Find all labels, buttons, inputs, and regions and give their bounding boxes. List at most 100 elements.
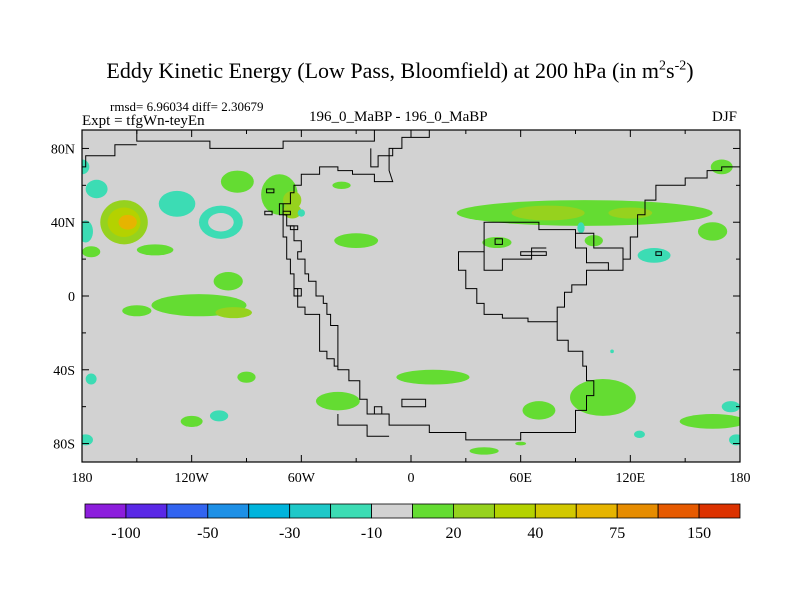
field-patch-33 [396, 369, 470, 385]
title-exponent-1: 2 [659, 58, 666, 74]
field-patch-6 [85, 179, 108, 199]
coastline-0 [136, 130, 375, 149]
field-patch-28 [482, 236, 512, 249]
field-patch-20 [215, 307, 252, 319]
colorbar-box-0 [84, 503, 127, 519]
comparison-label: 196_0_MaBP - 196_0_MaBP [309, 109, 488, 125]
title-exponent-2: -2 [674, 58, 687, 74]
island-outline-1 [264, 210, 273, 216]
coastline-5 [556, 269, 609, 322]
y-tick-label-0: 80N [51, 142, 75, 157]
field-patch-15 [334, 233, 379, 249]
field-patch-14 [297, 209, 305, 217]
colorbar-box-2 [166, 503, 209, 519]
field-patch-8 [82, 246, 101, 258]
field-patch-22 [85, 373, 97, 385]
colorbar-label-3: -10 [361, 525, 382, 542]
x-tick-label-4: 60E [509, 471, 532, 486]
field-patch-9 [136, 244, 174, 256]
colorbar-box-12 [575, 503, 618, 519]
x-tick-label-6: 180 [730, 471, 751, 486]
field-patch-46 [610, 349, 614, 354]
field-patch-24 [511, 205, 585, 221]
field-layer [82, 159, 740, 455]
coastline-2 [82, 144, 137, 168]
y-tick-label-3: 40S [53, 364, 75, 379]
experiment-label: Expt = tfgWn-teyEn [82, 113, 205, 129]
island-outline-0 [266, 188, 275, 194]
y-tick-label-2: 0 [68, 290, 75, 305]
title-unit-s: s [666, 58, 675, 83]
coastline-8 [483, 247, 547, 271]
colorbar-box-1 [125, 503, 168, 519]
colorbar-box-6 [330, 503, 372, 519]
island-outline-2 [282, 210, 291, 216]
island-outline-9 [401, 398, 427, 408]
colorbar-label-2: -30 [279, 525, 300, 542]
title-prefix: Eddy Kinetic Energy (Low Pass, Bloomfiel… [106, 58, 659, 83]
field-patch-42 [469, 447, 499, 455]
field-patch-44 [729, 434, 740, 446]
island-outline-7 [655, 251, 662, 256]
colorbar-box-14 [657, 503, 700, 519]
x-tick-label-5: 120E [616, 471, 646, 486]
colorbar-label-5: 40 [527, 525, 543, 542]
field-patch-35 [522, 401, 556, 420]
x-tick-label-2: 60W [288, 471, 316, 486]
stats-label: rmsd= 6.96034 diff= 2.30679 [110, 99, 264, 114]
colorbar-box-5 [289, 503, 332, 519]
colorbar-label-0: -100 [111, 525, 140, 542]
field-patch-27 [637, 248, 671, 263]
island-outline-3 [289, 225, 299, 231]
field-patch-12 [283, 190, 302, 210]
field-patch-16 [332, 181, 351, 190]
island-outline-8 [373, 406, 383, 415]
x-axis: 180 120W 60W 0 60E 120E 180 [72, 130, 751, 486]
field-patch-21 [237, 371, 256, 383]
field-patch-37 [679, 414, 740, 429]
field-patch-40 [633, 430, 645, 439]
colorbar-box-8 [412, 503, 454, 519]
colorbar: -100 -50 -30 -10 20 40 75 150 [84, 503, 741, 542]
colorbar-box-10 [493, 503, 536, 519]
season-label: DJF [712, 109, 738, 125]
colorbar-box-13 [616, 503, 659, 519]
colorbar-box-9 [453, 503, 495, 519]
field-patch-7 [82, 220, 93, 243]
y-axis: 80N 40N 0 40S 80S [51, 142, 740, 453]
colorbar-box-11 [534, 503, 577, 519]
coastline-3 [337, 414, 390, 437]
field-patch-26 [697, 222, 728, 241]
island-outline-5 [494, 238, 503, 245]
colorbar-box-3 [207, 503, 250, 519]
field-patch-3 [158, 190, 196, 217]
coastline-6 [575, 229, 624, 260]
colorbar-box-7 [371, 503, 413, 519]
title-suffix: ) [686, 58, 694, 83]
x-tick-label-0: 180 [72, 471, 93, 486]
field-patch-10 [220, 170, 254, 193]
field-patch-5 [208, 213, 234, 232]
y-tick-label-4: 80S [53, 438, 75, 453]
colorbar-label-7: 150 [687, 525, 711, 542]
field-patch-25 [608, 207, 653, 219]
y-tick-label-1: 40N [51, 216, 75, 231]
coastline-7 [370, 148, 394, 168]
x-tick-label-1: 120W [175, 471, 210, 486]
field-patch-43 [82, 434, 93, 446]
field-patch-34 [315, 391, 360, 411]
colorbar-label-4: 20 [445, 525, 461, 542]
field-patch-18 [213, 272, 243, 291]
field-patch-45 [721, 401, 740, 413]
field-patch-39 [180, 415, 203, 427]
field-patch-38 [209, 410, 229, 422]
colorbar-box-4 [248, 503, 291, 519]
coastline-4 [282, 203, 338, 367]
field-patch-2 [118, 214, 137, 230]
chart-title: Eddy Kinetic Energy (Low Pass, Bloomfiel… [0, 58, 800, 84]
field-patch-23 [456, 200, 713, 226]
colorbar-label-6: 75 [609, 525, 625, 542]
field-patch-19 [122, 305, 152, 317]
island-outline-4 [293, 288, 302, 297]
